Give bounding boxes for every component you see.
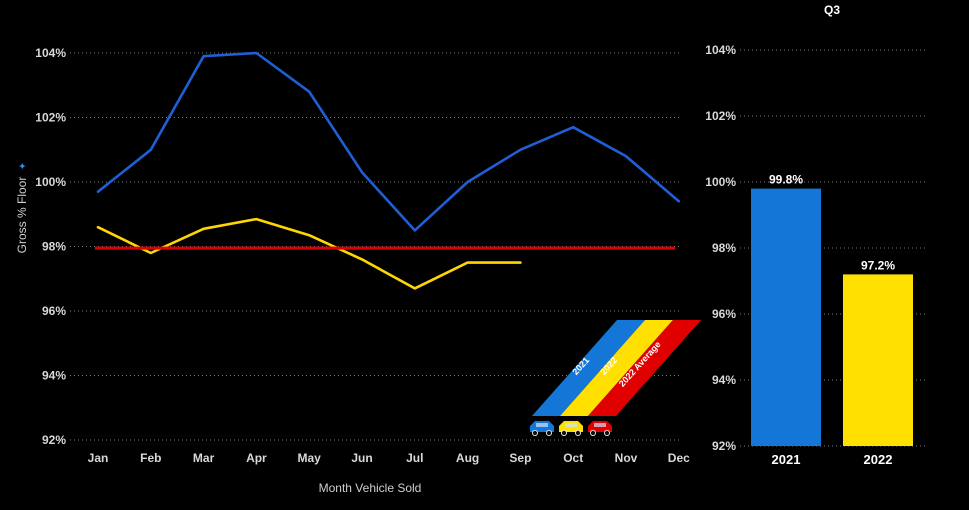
car-icon bbox=[530, 421, 554, 436]
bar-data-label: 99.8% bbox=[769, 173, 803, 187]
bar-category-label: 2021 bbox=[772, 452, 801, 467]
legend-ribbon-2022-average bbox=[588, 320, 701, 416]
y-tick-label: 96% bbox=[42, 304, 66, 318]
bar-data-label: 97.2% bbox=[861, 258, 895, 272]
x-tick-label: Aug bbox=[456, 451, 479, 465]
bar-2021 bbox=[751, 188, 821, 446]
legend-ribbon-2022 bbox=[560, 320, 673, 416]
bar-category-label: 2022 bbox=[864, 452, 893, 467]
x-tick-label: Sep bbox=[509, 451, 531, 465]
x-tick-label: Jun bbox=[351, 451, 372, 465]
y-tick-label: 102% bbox=[705, 109, 736, 123]
car-wheel bbox=[590, 429, 597, 436]
y-tick-label: 92% bbox=[42, 433, 66, 447]
car-icon bbox=[588, 421, 612, 436]
x-tick-label: May bbox=[298, 451, 322, 465]
y-tick-label: 104% bbox=[705, 43, 736, 57]
y-tick-label: 98% bbox=[42, 240, 66, 254]
car-wheel bbox=[532, 429, 539, 436]
x-tick-label: Apr bbox=[246, 451, 267, 465]
y-tick-label: 100% bbox=[35, 175, 66, 189]
x-tick-label: Mar bbox=[193, 451, 215, 465]
car-window bbox=[565, 423, 577, 427]
x-tick-label: Feb bbox=[140, 451, 161, 465]
car-window bbox=[594, 423, 606, 427]
y-tick-label: 96% bbox=[712, 307, 736, 321]
x-tick-label: Jul bbox=[406, 451, 423, 465]
bar-chart: 92% 94% 96% 98% 100% 102% 104% Q3 99.8% 2021 97.2%… bbox=[705, 3, 925, 467]
x-tick-label: Dec bbox=[668, 451, 690, 465]
y-tick-label: 94% bbox=[712, 373, 736, 387]
bar-2022 bbox=[843, 274, 913, 446]
car-icon bbox=[559, 421, 583, 436]
sparkle-icon: ✦ bbox=[18, 162, 29, 170]
x-tick-label: Oct bbox=[563, 451, 583, 465]
line-chart: 92% 94% 96% 98% 100% 102% 104% Jan Feb Mar Apr May J… bbox=[15, 46, 690, 495]
series-line-2021 bbox=[96, 51, 681, 232]
x-axis-title: Month Vehicle Sold bbox=[319, 481, 422, 495]
car-wheel bbox=[575, 429, 582, 436]
x-tick-label: Nov bbox=[615, 451, 638, 465]
y-tick-label: 92% bbox=[712, 439, 736, 453]
car-wheel bbox=[561, 429, 568, 436]
y-tick-label: 102% bbox=[35, 111, 66, 125]
y-tick-label: 104% bbox=[35, 46, 66, 60]
series-line-2022 bbox=[96, 217, 522, 290]
x-tick-label: Jan bbox=[88, 451, 109, 465]
y-tick-label: 94% bbox=[42, 369, 66, 383]
legend-ribbon-2021 bbox=[532, 320, 645, 416]
y-tick-label: 100% bbox=[705, 175, 736, 189]
car-window bbox=[536, 423, 548, 427]
y-tick-label: 98% bbox=[712, 241, 736, 255]
chart-title: Q3 bbox=[824, 3, 840, 17]
y-axis-title: Gross % Floor bbox=[15, 177, 29, 254]
car-wheel bbox=[604, 429, 611, 436]
car-wheel bbox=[546, 429, 553, 436]
